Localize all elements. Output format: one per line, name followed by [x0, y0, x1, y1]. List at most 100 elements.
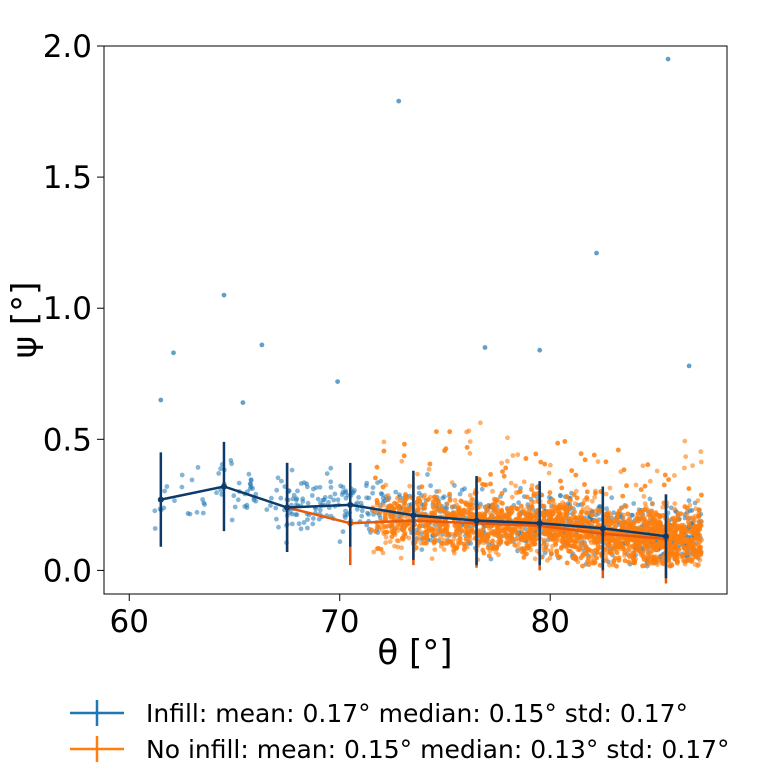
scatter-point-no-infill [620, 516, 626, 521]
scatter-point-no-infill [590, 498, 595, 504]
scatter-point-infill [287, 509, 293, 515]
scatter-point-no-infill [466, 502, 472, 508]
scatter-point-no-infill [431, 494, 437, 500]
scatter-point-no-infill [620, 493, 626, 499]
scatter-point-no-infill [377, 510, 383, 516]
scatter-point-no-infill [510, 453, 516, 458]
scatter-point-no-infill [605, 518, 611, 523]
scatter-point-no-infill [642, 517, 647, 522]
scatter-point-no-infill [558, 478, 563, 484]
scatter-point-no-infill [482, 512, 488, 517]
scatter-point-no-infill [548, 515, 554, 520]
scatter-point-no-infill [681, 558, 687, 564]
scatter-point-no-infill [478, 420, 483, 426]
scatter-point-no-infill [568, 516, 574, 522]
scatter-point-no-infill [529, 538, 534, 543]
scatter-point-infill [419, 547, 425, 552]
scatter-point-no-infill [654, 546, 660, 551]
scatter-point-no-infill [497, 537, 503, 543]
scatter-point-no-infill [630, 543, 635, 549]
scatter-point-no-infill [612, 518, 618, 524]
scatter-point-no-infill [444, 502, 450, 507]
scatter-point-no-infill [580, 563, 585, 569]
infill-mean-point [473, 517, 480, 524]
scatter-point-no-infill [572, 509, 577, 515]
scatter-point-infill [301, 480, 307, 486]
scatter-point-no-infill [462, 500, 468, 506]
y-tick-label: 0.0 [43, 553, 92, 589]
scatter-point-no-infill [698, 459, 704, 465]
scatter-point-no-infill [422, 492, 428, 498]
y-tick-label: 2.0 [43, 29, 92, 65]
scatter-point-infill [428, 483, 433, 489]
scatter-point-no-infill [666, 526, 672, 532]
scatter-point-no-infill [655, 556, 660, 562]
scatter-point-no-infill [695, 563, 701, 569]
scatter-point-no-infill [597, 562, 603, 568]
scatter-point-no-infill [374, 498, 380, 503]
scatter-point-no-infill [381, 502, 386, 508]
scatter-point-no-infill [404, 506, 410, 511]
scatter-point-no-infill [573, 472, 579, 478]
scatter-point-no-infill [672, 523, 678, 529]
scatter-point-no-infill [524, 534, 530, 540]
scatter-point-no-infill [455, 506, 461, 511]
scatter-point-no-infill [466, 510, 471, 516]
scatter-point-no-infill [672, 473, 677, 478]
scatter-point-no-infill [466, 428, 472, 434]
scatter-point-no-infill [640, 508, 646, 514]
scatter-point-no-infill [577, 534, 583, 540]
scatter-point-no-infill [513, 536, 519, 542]
scatter-point-infill [294, 497, 299, 503]
scatter-point-infill [339, 492, 345, 497]
infill-mean-point [220, 483, 227, 490]
scatter-point-infill [179, 472, 185, 478]
scatter-point-no-infill [534, 548, 540, 554]
scatter-point-no-infill [617, 508, 622, 514]
scatter-point-infill [300, 499, 306, 504]
plot-frame [103, 45, 728, 595]
scatter-point-no-infill [427, 461, 433, 467]
legend: Infill: mean: 0.17° median: 0.15° std: 0… [70, 699, 730, 764]
scatter-point-no-infill [501, 527, 507, 533]
scatter-point-no-infill [651, 523, 657, 529]
scatter-point-no-infill [570, 555, 576, 561]
scatter-point-no-infill [388, 514, 394, 520]
scatter-point-no-infill [690, 463, 695, 468]
scatter-point-no-infill [514, 506, 519, 511]
scatter-point-no-infill [509, 509, 515, 514]
scatter-point-no-infill [546, 470, 552, 476]
scatter-point-infill [365, 510, 370, 516]
scatter-point-infill [370, 485, 376, 490]
scatter-point-no-infill [672, 519, 678, 525]
scatter-point-no-infill [657, 522, 662, 527]
scatter-point-no-infill [518, 536, 523, 542]
scatter-point-no-infill [584, 510, 590, 516]
scatter-point-no-infill [542, 526, 548, 532]
scatter-point-infill [229, 517, 235, 523]
infill-mean-point [410, 512, 417, 519]
scatter-point-no-infill [674, 546, 680, 552]
scatter-point-no-infill [447, 539, 453, 545]
scatter-point-no-infill [433, 527, 438, 532]
scatter-point-no-infill [464, 445, 470, 450]
scatter-point-no-infill [457, 536, 463, 542]
scatter-point-no-infill [401, 453, 407, 459]
scatter-point-infill-outlier [259, 342, 265, 348]
scatter-point-no-infill [402, 531, 408, 537]
scatter-point-no-infill [594, 518, 600, 524]
scatter-point-infill [214, 490, 219, 496]
scatter-point-no-infill [438, 535, 443, 541]
scatter-point-no-infill [622, 558, 628, 564]
scatter-point-infill [232, 504, 238, 510]
scatter-point-no-infill [614, 550, 620, 556]
scatter-point-no-infill [584, 495, 590, 501]
scatter-point-no-infill [567, 498, 573, 503]
scatter-point-no-infill [550, 497, 556, 503]
scatter-point-no-infill [604, 511, 610, 516]
scatter-point-no-infill [587, 537, 593, 543]
scatter-point-infill [557, 493, 563, 498]
scatter-point-no-infill [692, 516, 697, 522]
scatter-point-no-infill [587, 533, 593, 539]
scatter-point-infill [326, 499, 331, 505]
